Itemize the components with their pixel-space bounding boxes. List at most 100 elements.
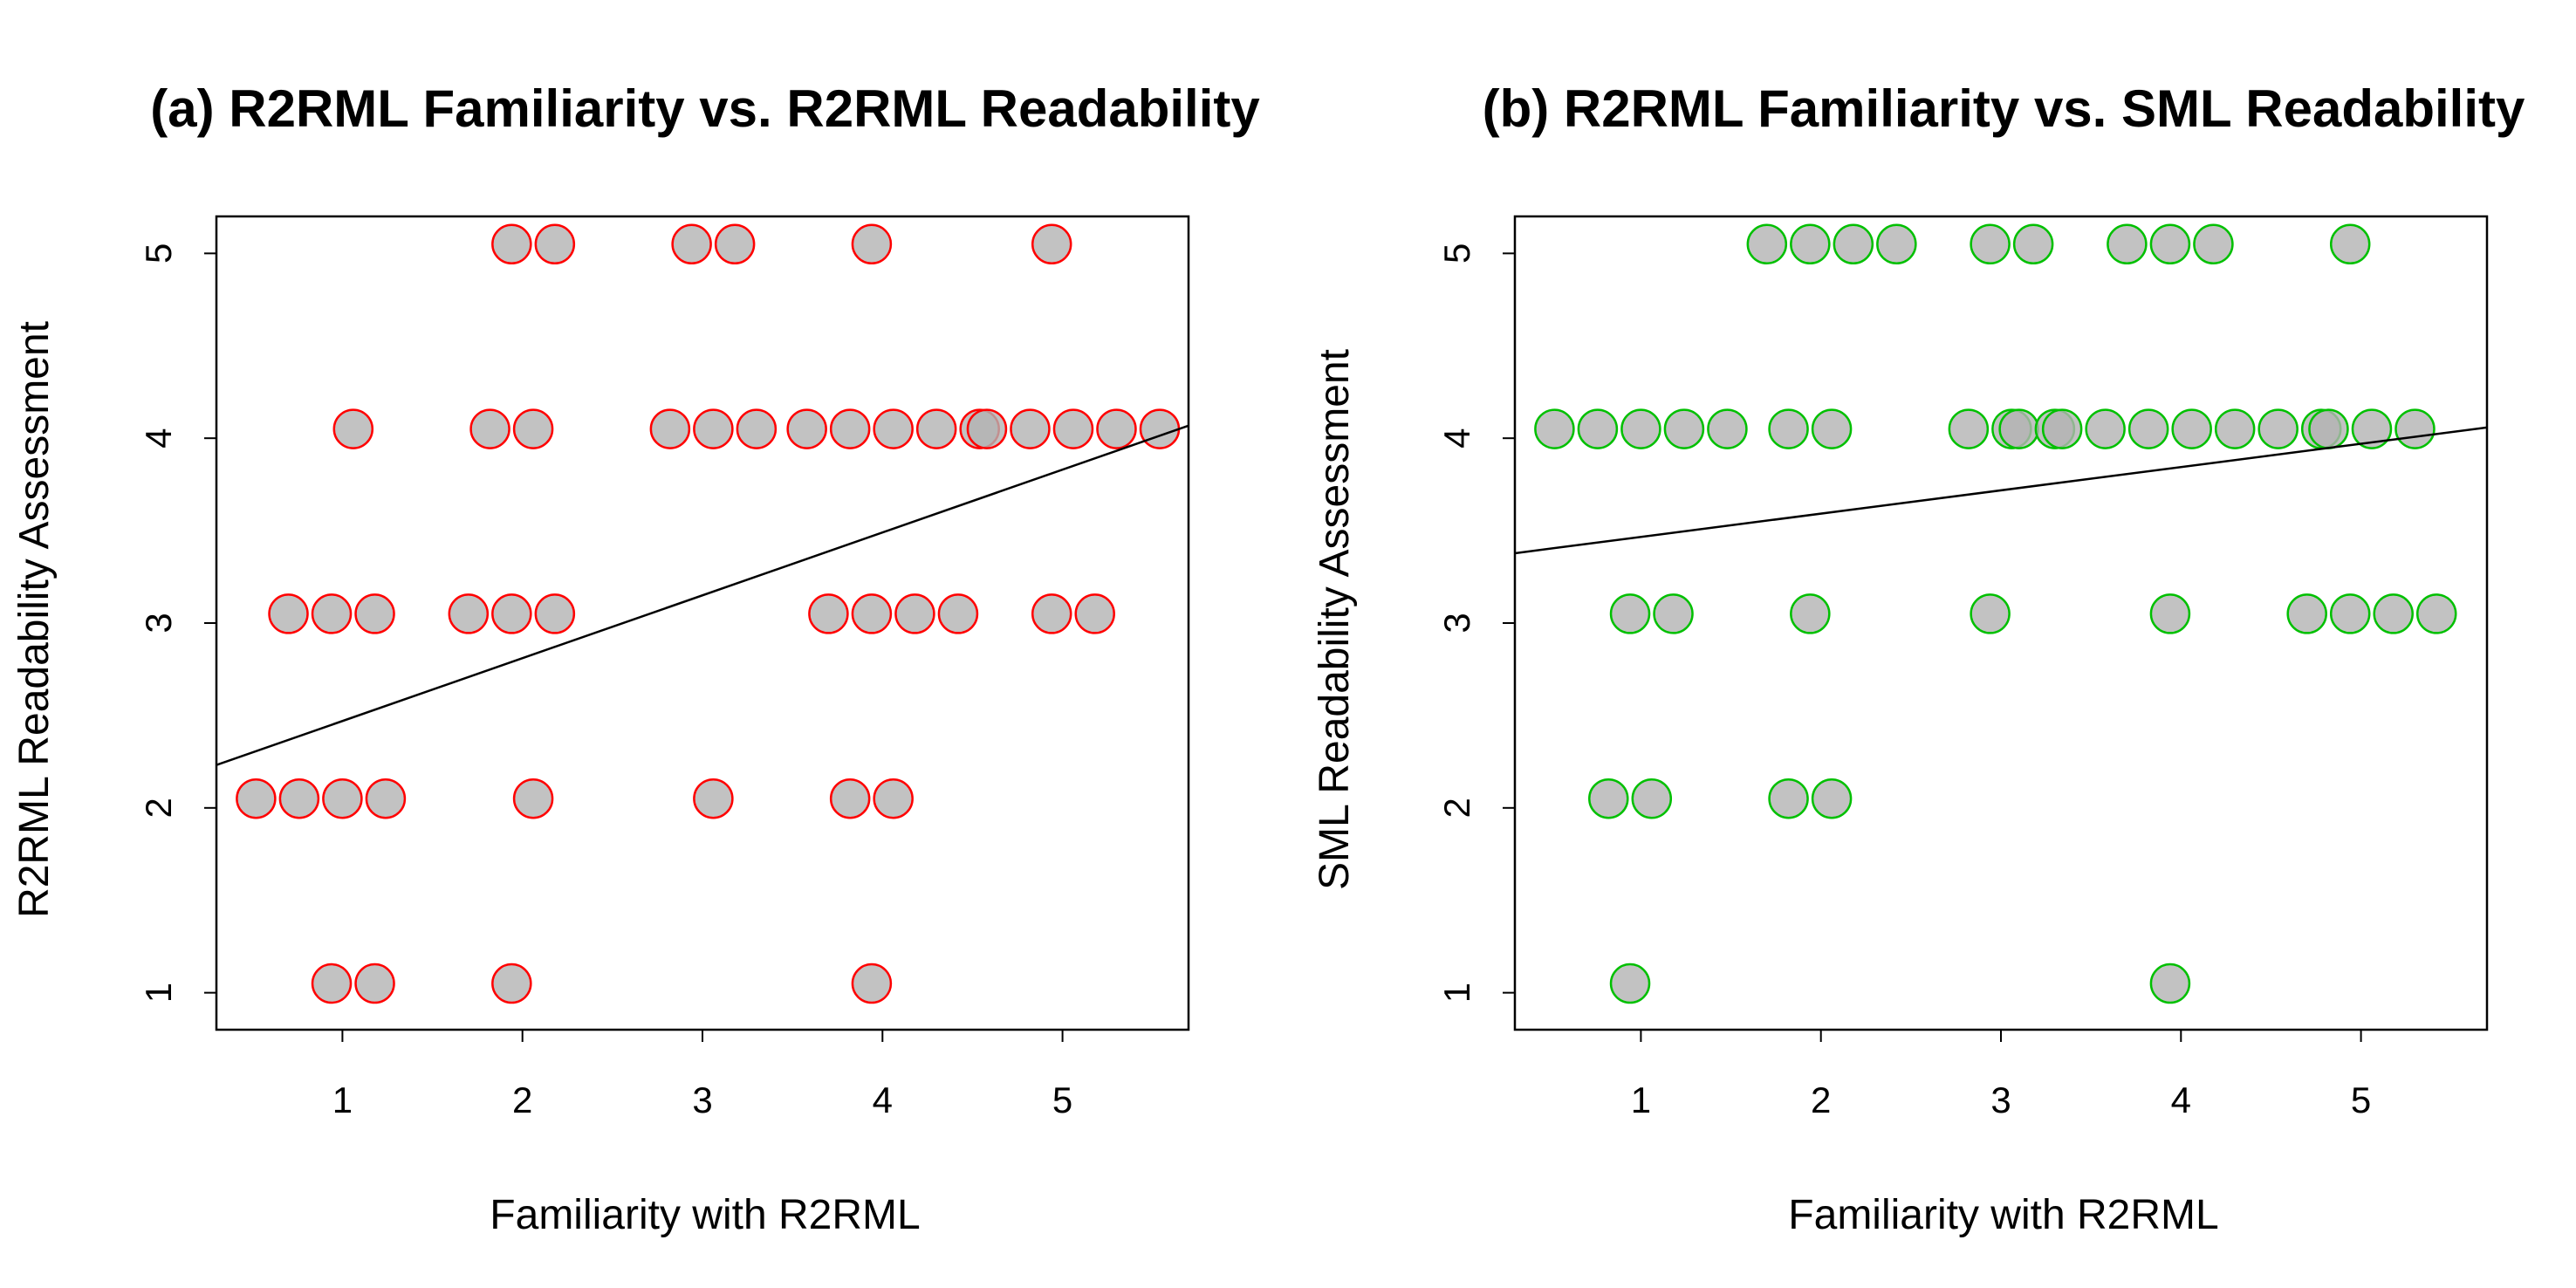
data-point	[1620, 408, 1661, 449]
data-point	[1653, 593, 1694, 634]
data-point	[808, 593, 849, 634]
panel-b-y-label: SML Readability Assessment	[1312, 349, 1358, 890]
data-point	[1970, 593, 2011, 634]
x-tick-label: 1	[332, 1079, 353, 1120]
data-point	[1876, 223, 1917, 265]
x-tick-label: 1	[1631, 1079, 1651, 1120]
y-tick-label: 1	[1436, 983, 1477, 1003]
data-point	[1811, 778, 1853, 819]
data-point	[2286, 593, 2327, 634]
data-point	[894, 593, 935, 634]
data-point	[851, 223, 893, 265]
data-point	[851, 963, 893, 1004]
data-point	[311, 963, 353, 1004]
panel-a-y-label: R2RML Readability Assessment	[11, 321, 58, 918]
data-point	[2149, 963, 2191, 1004]
data-point	[1577, 408, 1619, 449]
data-point	[1811, 408, 1853, 449]
data-point	[534, 223, 576, 265]
data-point	[469, 408, 510, 449]
data-point	[1031, 223, 1072, 265]
data-point	[1031, 593, 1072, 634]
y-tick-label: 4	[138, 428, 179, 449]
data-point	[2214, 408, 2256, 449]
data-point	[365, 778, 407, 819]
data-point	[1768, 408, 1809, 449]
data-point	[512, 408, 554, 449]
data-point	[1010, 408, 1051, 449]
data-point	[1998, 408, 2039, 449]
data-point	[1663, 408, 1705, 449]
data-point	[671, 223, 712, 265]
data-point	[2329, 593, 2371, 634]
data-point	[2257, 408, 2299, 449]
data-point	[1074, 593, 1115, 634]
data-point	[2041, 408, 2083, 449]
data-point	[829, 778, 871, 819]
data-point	[915, 408, 957, 449]
data-point	[1746, 223, 1788, 265]
data-point	[1948, 408, 1990, 449]
panel-b: (b) R2RML Familiarity vs. SML Readabilit…	[1312, 79, 2525, 1238]
data-point	[2171, 408, 2212, 449]
data-point	[1052, 408, 1094, 449]
data-point	[512, 778, 554, 819]
data-point	[1139, 408, 1181, 449]
data-point	[2351, 408, 2393, 449]
data-point	[714, 223, 756, 265]
y-tick-label: 1	[138, 983, 179, 1003]
data-point	[2308, 408, 2349, 449]
data-point	[693, 778, 734, 819]
data-point	[1833, 223, 1874, 265]
data-point	[2127, 408, 2169, 449]
data-point	[2394, 408, 2436, 449]
y-tick-label: 5	[138, 243, 179, 264]
panel-a-x-label: Familiarity with R2RML	[490, 1192, 920, 1238]
y-tick-label: 4	[1436, 428, 1477, 449]
panel-a: (a) R2RML Familiarity vs. R2RML Readabil…	[11, 79, 1260, 1238]
x-tick-label: 2	[1811, 1079, 1831, 1120]
data-point	[332, 408, 374, 449]
panel-a-title: (a) R2RML Familiarity vs. R2RML Readabil…	[150, 79, 1260, 138]
x-tick-label: 5	[2351, 1079, 2371, 1120]
data-point	[1790, 223, 1831, 265]
data-point	[2012, 223, 2054, 265]
data-point	[268, 593, 309, 634]
data-point	[354, 593, 395, 634]
data-point	[322, 778, 363, 819]
data-point	[1609, 963, 1651, 1004]
regression-line	[216, 424, 1189, 766]
y-tick-label: 3	[1436, 613, 1477, 633]
data-point	[829, 408, 871, 449]
data-point	[491, 593, 532, 634]
data-point	[2149, 593, 2191, 634]
data-point	[448, 593, 490, 634]
data-point	[2193, 223, 2234, 265]
data-point	[1096, 408, 1137, 449]
data-point	[534, 593, 576, 634]
panel-a-plot: 1 2 3 4 5 1 2 3 4 5	[138, 215, 1190, 1120]
data-point	[2149, 223, 2191, 265]
data-point	[649, 408, 691, 449]
data-point	[236, 778, 277, 819]
data-point	[2373, 593, 2414, 634]
y-tick-label: 2	[138, 798, 179, 818]
data-point	[693, 408, 734, 449]
panel-b-title: (b) R2RML Familiarity vs. SML Readabilit…	[1483, 79, 2525, 138]
data-point	[1631, 778, 1673, 819]
data-point	[1534, 408, 1575, 449]
data-point	[278, 778, 320, 819]
x-tick-label: 4	[2171, 1079, 2191, 1120]
data-point	[1588, 778, 1629, 819]
panel-a-points	[236, 223, 1181, 1004]
data-point	[1768, 778, 1809, 819]
y-tick-label: 2	[1436, 798, 1477, 818]
data-point	[786, 408, 827, 449]
data-point	[311, 593, 353, 634]
data-point	[2107, 223, 2148, 265]
y-tick-label: 3	[138, 613, 179, 633]
data-point	[491, 223, 532, 265]
x-tick-label: 2	[512, 1079, 532, 1120]
data-point	[2329, 223, 2371, 265]
